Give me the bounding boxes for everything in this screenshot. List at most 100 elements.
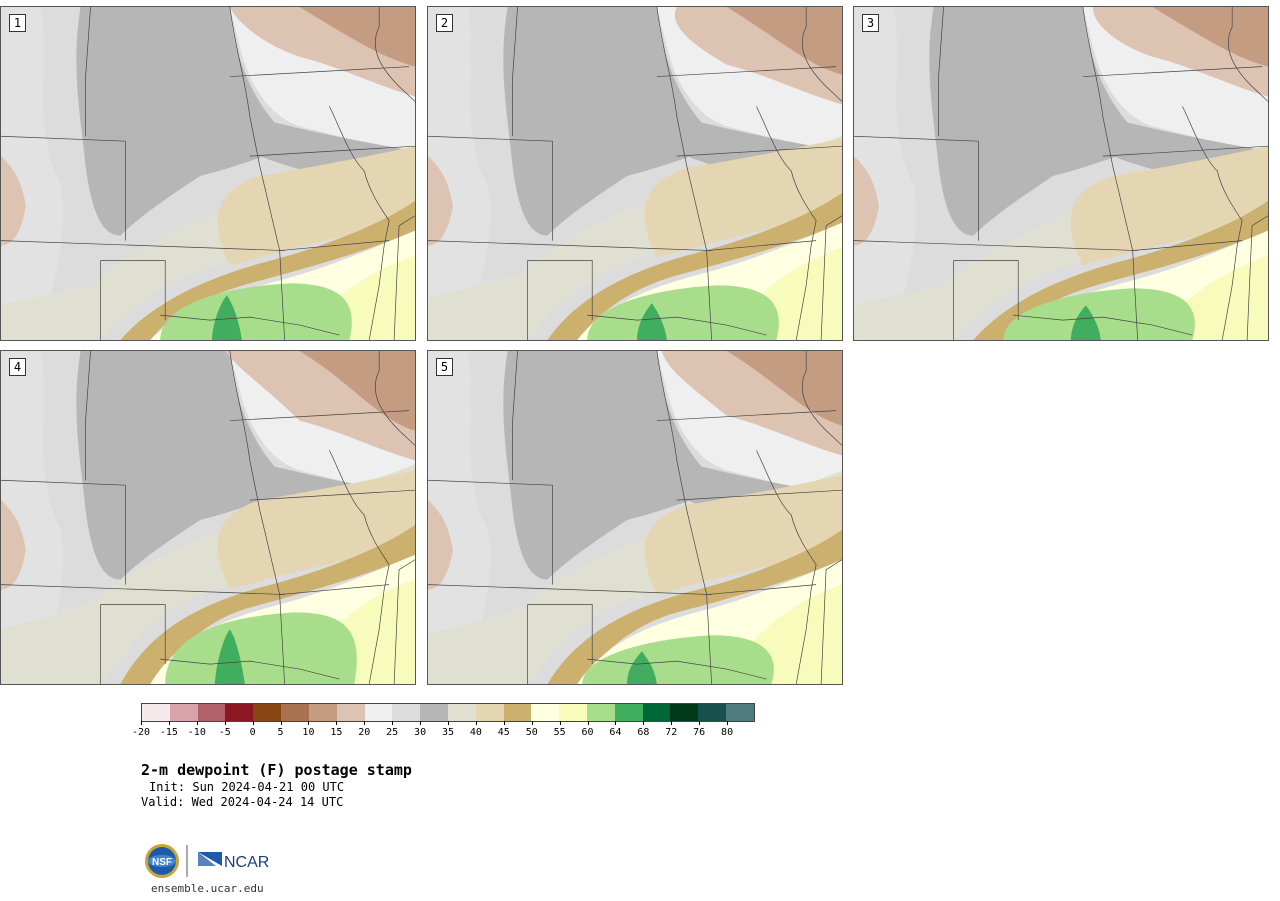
postage-stamp-map-2: 2: [427, 6, 843, 341]
state-border-line: [393, 559, 415, 684]
postage-stamp-map-1: 1: [0, 6, 416, 341]
dewpoint-region: [1, 500, 26, 590]
state-border-line: [527, 604, 593, 665]
dewpoint-region: [1003, 288, 1195, 340]
state-border-line: [656, 410, 837, 421]
dewpoint-region: [211, 295, 242, 340]
state-border-line: [676, 145, 842, 157]
colorbar-swatch: [726, 704, 754, 721]
state-border-line: [375, 351, 415, 446]
colorbar-tick-label: 20: [358, 721, 370, 738]
dewpoint-region: [973, 200, 1268, 340]
init-time: Init: Sun 2024-04-21 00 UTC: [149, 780, 345, 794]
state-border-line: [1, 135, 126, 241]
dewpoint-region: [726, 351, 842, 426]
dewpoint-region: [726, 7, 842, 75]
dewpoint-region: [547, 192, 842, 340]
colorbar-swatch: [253, 704, 282, 721]
dewpoint-region: [644, 138, 842, 258]
dewpoint-region: [854, 156, 879, 246]
colorbar-swatch: [559, 704, 587, 721]
ncar-logo-icon: NCAR: [198, 852, 269, 871]
colorbar-swatch: [670, 704, 699, 721]
state-border-line: [428, 135, 553, 241]
state-border-line: [854, 135, 979, 241]
state-border-line: [706, 584, 817, 595]
state-border-line: [820, 559, 842, 684]
colorbar-swatch: [281, 704, 309, 721]
colorbar-tick-label: -20: [132, 721, 150, 738]
state-border-line: [854, 240, 1138, 251]
state-border-line: [249, 145, 415, 157]
colorbar-tick-label: -15: [160, 721, 178, 738]
state-border-line: [1182, 106, 1243, 340]
plot-title: 2-m dewpoint (F) postage stamp: [141, 761, 412, 779]
state-border-line: [428, 479, 553, 585]
colorbar-tick-label: -5: [219, 721, 231, 738]
dewpoint-region: [76, 7, 300, 236]
panel-number-badge: 4: [9, 358, 26, 376]
website-url: ensemble.ucar.edu: [151, 882, 264, 895]
state-border-line: [160, 658, 340, 680]
panel-number-badge: 1: [9, 14, 26, 32]
dewpoint-region: [627, 651, 657, 684]
postage-stamp-map-4: 4: [0, 350, 416, 685]
state-border-line: [428, 584, 712, 595]
colorbar-tick-label: 76: [693, 721, 705, 738]
colorbar-tick-label: 45: [498, 721, 510, 738]
ncar-logo-text: NCAR: [224, 854, 269, 871]
colorbar-tick-label: 64: [609, 721, 621, 738]
colorbar-tick-label: 5: [278, 721, 284, 738]
dewpoint-region: [214, 629, 245, 684]
colorbar-swatch: [614, 704, 643, 721]
dewpoint-region: [1070, 305, 1101, 340]
colorbar-swatch: [531, 704, 560, 721]
dewpoint-region: [1, 351, 64, 684]
state-border-line: [706, 240, 817, 251]
colorbar-swatch: [364, 704, 393, 721]
dewpoint-region: [428, 156, 453, 246]
state-border-line: [1102, 145, 1268, 157]
dewpoint-region: [1, 156, 26, 246]
dewpoint-region: [1152, 7, 1268, 67]
colorbar-swatch: [336, 704, 365, 721]
dewpoint-region: [644, 475, 842, 595]
panel-number-badge: 3: [862, 14, 879, 32]
dewpoint-region: [503, 351, 727, 580]
state-border-line: [100, 604, 166, 665]
dewpoint-region: [428, 7, 491, 340]
state-border-line: [160, 314, 340, 336]
colorbar-tick-label: 15: [330, 721, 342, 738]
state-border-line: [512, 351, 518, 481]
dewpoint-map: [854, 7, 1268, 340]
state-border-line: [656, 66, 837, 77]
state-border-line: [527, 260, 593, 321]
colorbar: [141, 703, 755, 722]
colorbar-swatch: [392, 704, 421, 721]
colorbar-tick-label: 60: [582, 721, 594, 738]
state-border-line: [512, 7, 518, 137]
dewpoint-region: [165, 612, 357, 684]
colorbar-swatch: [197, 704, 226, 721]
postage-stamp-map-5: 5: [427, 350, 843, 685]
colorbar-swatch: [587, 704, 615, 721]
dewpoint-region: [1, 7, 64, 340]
colorbar-swatch: [308, 704, 337, 721]
state-border-line: [1, 479, 126, 585]
state-border-line: [802, 351, 842, 446]
state-border-line: [953, 260, 1019, 321]
nsf-logo-text: NSF: [152, 857, 172, 868]
state-border-line: [802, 7, 842, 102]
dewpoint-region: [929, 7, 1153, 236]
state-border-line: [938, 7, 944, 137]
state-border-line: [229, 66, 410, 77]
colorbar-swatch: [503, 704, 532, 721]
state-border-line: [756, 106, 817, 340]
colorbar-swatch: [642, 704, 671, 721]
dewpoint-region: [428, 351, 491, 684]
state-border-line: [100, 260, 166, 321]
dewpoint-region: [120, 200, 415, 340]
postage-stamp-map-3: 3: [853, 6, 1269, 341]
state-border-line: [1, 584, 285, 595]
colorbar-tick-label: 55: [554, 721, 566, 738]
